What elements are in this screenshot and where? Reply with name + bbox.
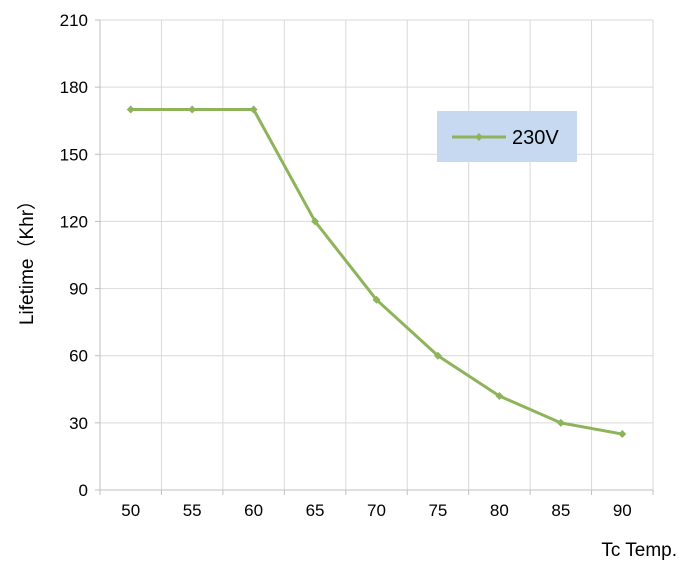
x-tick-label: 80 <box>490 501 509 520</box>
data-point <box>126 105 135 114</box>
y-tick-label: 120 <box>60 212 88 231</box>
y-tick-label: 60 <box>69 347 88 366</box>
y-tick-label: 180 <box>60 78 88 97</box>
y-tick-label: 0 <box>79 481 88 500</box>
legend: 230V <box>437 111 577 162</box>
data-point <box>249 105 258 114</box>
data-point <box>556 418 565 427</box>
legend-marker-230v <box>475 133 483 141</box>
x-tick-labels: 50 55 60 65 70 75 80 85 90 <box>121 501 631 520</box>
axes <box>95 19 654 495</box>
x-tick-label: 50 <box>121 501 140 520</box>
y-tick-label: 30 <box>69 414 88 433</box>
y-tick-label: 210 <box>60 11 88 30</box>
data-point <box>311 217 320 226</box>
data-point <box>618 430 627 439</box>
y-tick-label: 90 <box>69 280 88 299</box>
x-tick-label: 75 <box>428 501 447 520</box>
y-axis-title: Lifetime（Khr） <box>16 191 38 325</box>
x-tick-label: 85 <box>551 501 570 520</box>
legend-label-230v: 230V <box>512 127 559 149</box>
x-tick-label: 70 <box>367 501 386 520</box>
data-point <box>495 392 504 400</box>
y-tick-labels: 0 30 60 90 120 150 180 210 <box>60 11 88 500</box>
grid-lines <box>100 19 654 490</box>
x-tick-label: 60 <box>244 501 263 520</box>
data-point <box>188 105 197 114</box>
x-axis-title: Tc Temp. <box>601 540 677 561</box>
x-tick-label: 55 <box>183 501 202 520</box>
series-230v <box>126 105 627 439</box>
x-tick-label: 65 <box>306 501 325 520</box>
y-tick-label: 150 <box>60 145 88 164</box>
x-tick-label: 90 <box>613 501 632 520</box>
data-point <box>372 295 381 304</box>
data-point <box>433 351 442 360</box>
